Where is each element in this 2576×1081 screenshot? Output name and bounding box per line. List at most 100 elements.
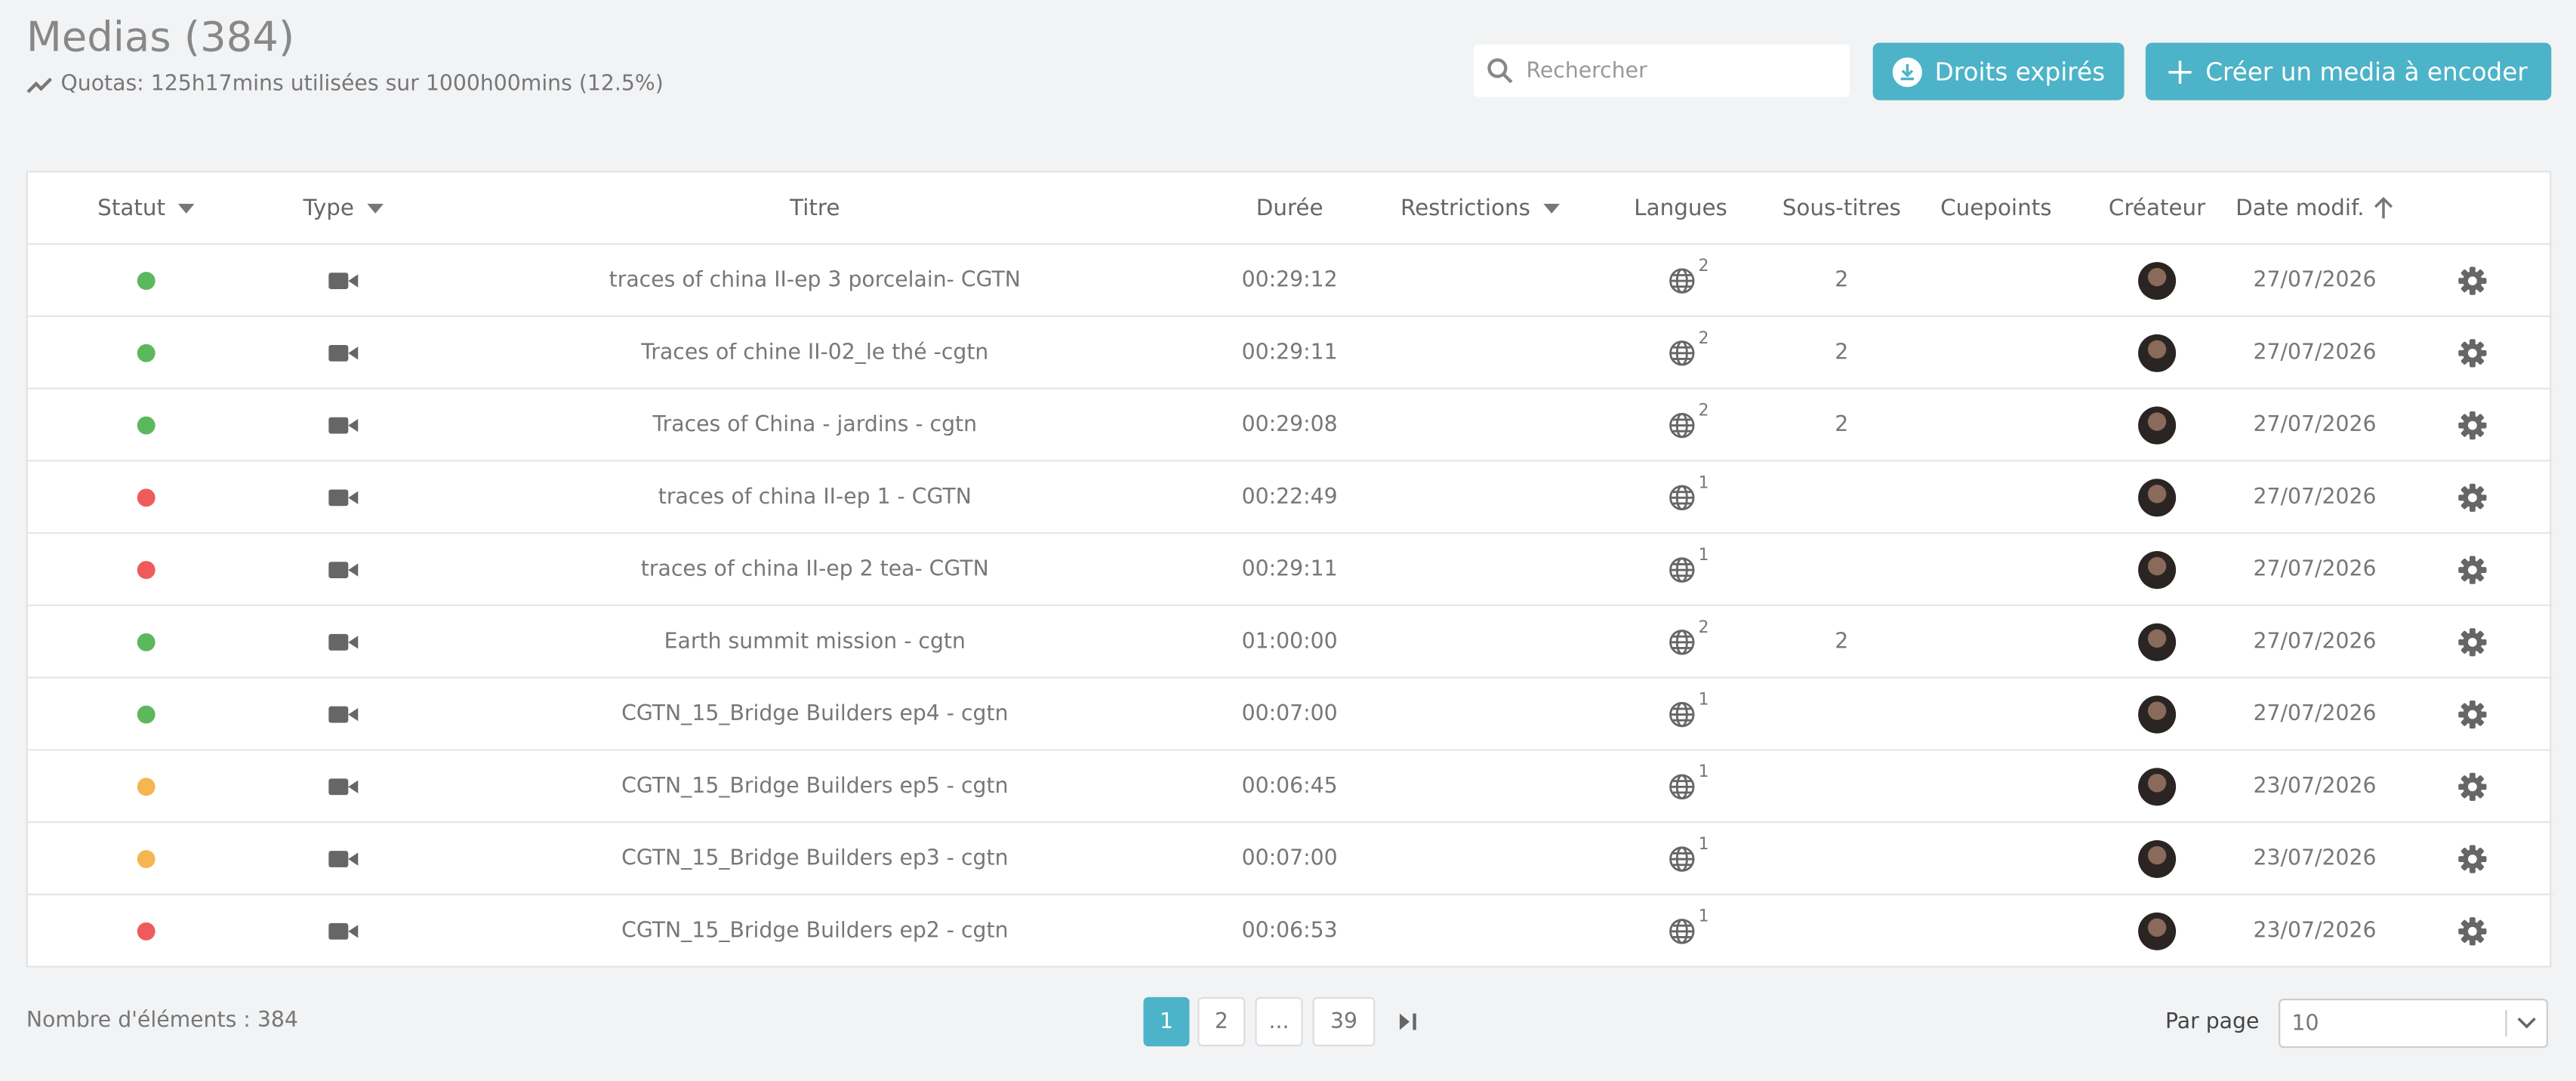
globe-icon <box>1669 630 1695 655</box>
settings[interactable] <box>2457 627 2487 657</box>
column-header: Sous-titres <box>1783 196 1901 222</box>
date-modified: 27/07/2026 <box>2253 702 2377 727</box>
languages: 1 <box>1669 691 1709 728</box>
duration: 01:00:00 <box>1241 630 1338 655</box>
media-title: Earth summit mission - cgtn <box>664 630 966 655</box>
sort-caret[interactable] <box>367 203 384 214</box>
languages: 1 <box>1669 764 1709 800</box>
search-box[interactable]: Rechercher <box>1473 44 1850 97</box>
table-row: traces of china II-ep 3 porcelain- CGTN 0… <box>27 243 2553 317</box>
date-modified: 27/07/2026 <box>2253 557 2377 583</box>
gear-icon[interactable] <box>2457 483 2487 513</box>
globe-icon <box>1669 774 1695 799</box>
type-icon <box>328 560 359 580</box>
expired-label: Droits expirés <box>1934 57 2106 87</box>
video-icon <box>328 417 359 434</box>
last-page[interactable] <box>1397 1010 1419 1033</box>
languages: 2 <box>1669 330 1709 366</box>
page-title: Medias (384) <box>26 13 295 61</box>
expired-button[interactable]: Droits expirés <box>1872 42 2125 100</box>
subtitles: 2 <box>1835 630 1849 655</box>
type-icon <box>328 705 359 725</box>
duration: 00:06:53 <box>1241 919 1338 944</box>
language-count: 1 <box>1698 836 1709 855</box>
header-text: Durée <box>1256 195 1323 222</box>
table-row: Traces of chine II-02_le thé -cgtn 00:29:… <box>27 315 2553 390</box>
gear-icon[interactable] <box>2457 411 2487 440</box>
type-icon <box>328 777 359 796</box>
status-dot <box>137 922 156 941</box>
globe-icon <box>1669 268 1695 294</box>
quotas: Quotas: 125h17mins utilisées sur 1000h00… <box>26 72 664 97</box>
quotas-text: Quotas: 125h17mins utilisées sur 1000h00… <box>60 72 664 97</box>
settings[interactable] <box>2457 266 2487 296</box>
page-button[interactable]: 2 <box>1197 996 1246 1047</box>
creator-avatar <box>2138 840 2177 879</box>
settings[interactable] <box>2457 772 2487 802</box>
settings[interactable] <box>2457 555 2487 584</box>
download-icon <box>1892 57 1922 87</box>
settings[interactable] <box>2457 483 2487 513</box>
column-header: Titre <box>790 196 840 222</box>
status-dot <box>137 343 156 362</box>
subtitles: 2 <box>1835 268 1849 294</box>
language-count: 2 <box>1698 257 1709 276</box>
duration: 00:06:45 <box>1241 774 1338 799</box>
globe-icon <box>1669 919 1695 944</box>
create-label: Créer un media à encoder <box>2205 57 2528 87</box>
header-text: Restrictions <box>1400 195 1530 222</box>
table-row: traces of china II-ep 2 tea- CGTN 00:29:1… <box>27 532 2553 606</box>
gear-icon[interactable] <box>2457 844 2487 873</box>
globe-icon <box>1669 846 1695 872</box>
status-dot <box>137 561 156 580</box>
search-placeholder: Rechercher <box>1526 58 1647 83</box>
gear-icon[interactable] <box>2457 916 2487 946</box>
creator-avatar <box>2138 623 2177 661</box>
create-button[interactable]: Créer un media à encoder <box>2145 42 2552 100</box>
gear-icon[interactable] <box>2457 700 2487 729</box>
trend-icon <box>26 76 52 93</box>
settings[interactable] <box>2457 700 2487 729</box>
gear-icon[interactable] <box>2457 266 2487 296</box>
status-dot <box>137 633 156 651</box>
settings[interactable] <box>2457 844 2487 873</box>
duration: 00:29:11 <box>1241 557 1338 583</box>
date-modified: 27/07/2026 <box>2253 340 2377 366</box>
per-page-select[interactable]: 10 <box>2279 999 2548 1049</box>
status-dot <box>137 850 156 869</box>
video-icon <box>328 273 359 289</box>
per-page-label: Par page <box>2165 1010 2260 1035</box>
gear-icon[interactable] <box>2457 627 2487 657</box>
item-count: Nombre d'éléments : 384 <box>26 1009 298 1033</box>
header-text: Sous-titres <box>1782 195 1901 222</box>
languages: 1 <box>1669 475 1709 511</box>
creator-avatar <box>2138 262 2177 300</box>
media-title: CGTN_15_Bridge Builders ep3 - cgtn <box>621 846 1009 872</box>
duration: 00:07:00 <box>1241 702 1338 727</box>
search-icon <box>1487 58 1513 84</box>
column-header: Restrictions <box>1400 195 1561 222</box>
video-icon <box>328 706 359 723</box>
type-icon <box>328 343 359 363</box>
header-text: Type <box>303 195 354 222</box>
languages: 1 <box>1669 908 1709 944</box>
sort-caret[interactable] <box>1543 203 1561 214</box>
settings[interactable] <box>2457 338 2487 368</box>
gear-icon[interactable] <box>2457 772 2487 802</box>
sort-arrow[interactable] <box>2374 196 2394 220</box>
languages: 2 <box>1669 402 1709 439</box>
header-text: Créateur <box>2108 195 2206 222</box>
gear-icon[interactable] <box>2457 338 2487 368</box>
gear-icon[interactable] <box>2457 555 2487 584</box>
page-button[interactable]: 39 <box>1312 996 1376 1047</box>
globe-icon <box>1669 340 1695 366</box>
page-button[interactable]: 1 <box>1143 996 1190 1047</box>
settings[interactable] <box>2457 411 2487 440</box>
sort-caret[interactable] <box>178 203 196 214</box>
settings[interactable] <box>2457 916 2487 946</box>
creator-avatar <box>2138 551 2177 590</box>
video-icon <box>328 344 359 362</box>
language-count: 1 <box>1698 763 1709 782</box>
page-button[interactable]: ... <box>1255 996 1303 1047</box>
